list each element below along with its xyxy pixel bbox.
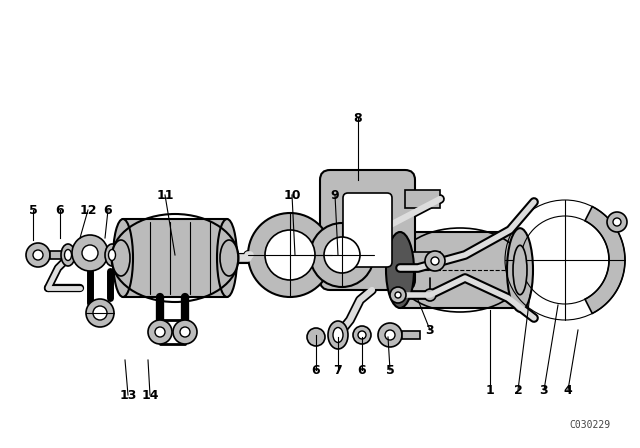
Ellipse shape (333, 327, 343, 343)
Ellipse shape (112, 240, 130, 276)
Text: 5: 5 (386, 363, 394, 376)
FancyBboxPatch shape (343, 193, 392, 267)
Text: 10: 10 (284, 189, 301, 202)
Circle shape (180, 327, 190, 337)
Ellipse shape (328, 321, 348, 349)
Ellipse shape (109, 250, 115, 260)
Circle shape (26, 243, 50, 267)
Text: 8: 8 (354, 112, 362, 125)
Circle shape (425, 251, 445, 271)
Text: 13: 13 (119, 388, 137, 401)
Text: 4: 4 (564, 383, 572, 396)
Ellipse shape (93, 306, 107, 320)
Circle shape (310, 223, 374, 287)
Circle shape (431, 257, 439, 265)
Circle shape (613, 218, 621, 226)
Text: 14: 14 (141, 388, 159, 401)
Bar (123, 219, 228, 297)
Text: 3: 3 (426, 323, 435, 336)
Circle shape (424, 289, 436, 301)
Circle shape (353, 326, 371, 344)
Circle shape (173, 320, 197, 344)
Text: 6: 6 (104, 203, 112, 216)
Circle shape (385, 330, 395, 340)
Circle shape (607, 212, 627, 232)
Text: C030229: C030229 (569, 420, 610, 430)
Ellipse shape (86, 299, 114, 327)
Circle shape (248, 213, 332, 297)
Circle shape (390, 287, 406, 303)
Text: 6: 6 (358, 363, 366, 376)
Ellipse shape (220, 240, 238, 276)
Text: 9: 9 (331, 189, 339, 202)
Text: 6: 6 (312, 363, 320, 376)
Text: 1: 1 (486, 383, 494, 396)
FancyBboxPatch shape (320, 170, 415, 290)
Text: 5: 5 (29, 203, 37, 216)
Text: 6: 6 (56, 203, 64, 216)
Bar (50, 251, 65, 259)
Ellipse shape (105, 244, 119, 266)
Text: 7: 7 (333, 363, 342, 376)
Circle shape (155, 327, 165, 337)
Ellipse shape (513, 246, 527, 295)
Bar (402, 331, 420, 339)
Bar (405, 190, 440, 208)
Bar (382, 262, 400, 278)
Ellipse shape (65, 250, 72, 260)
Text: 12: 12 (79, 203, 97, 216)
Text: 11: 11 (156, 189, 173, 202)
Circle shape (378, 323, 402, 347)
Text: 3: 3 (540, 383, 548, 396)
Ellipse shape (217, 219, 237, 297)
Circle shape (324, 237, 360, 273)
Ellipse shape (113, 219, 133, 297)
Circle shape (358, 331, 366, 339)
Circle shape (72, 235, 108, 271)
Ellipse shape (386, 232, 414, 308)
Bar (405, 252, 440, 270)
Ellipse shape (61, 244, 75, 266)
Ellipse shape (507, 228, 533, 312)
Circle shape (395, 292, 401, 298)
Text: 2: 2 (514, 383, 522, 396)
Circle shape (82, 245, 98, 261)
Polygon shape (585, 207, 625, 314)
Circle shape (33, 250, 43, 260)
Bar (400, 232, 520, 308)
Circle shape (265, 230, 315, 280)
Circle shape (307, 328, 325, 346)
Circle shape (148, 320, 172, 344)
